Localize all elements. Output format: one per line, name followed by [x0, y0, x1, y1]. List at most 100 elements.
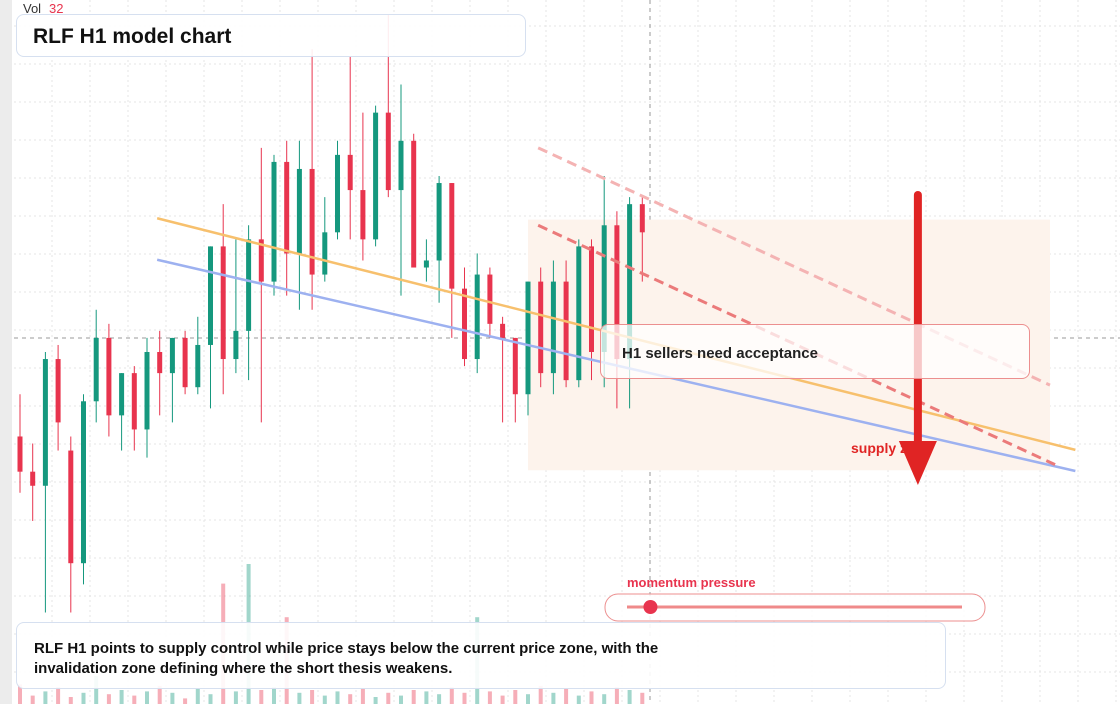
candle-body	[347, 154, 353, 191]
candle-body	[335, 154, 340, 233]
candle-body	[474, 274, 480, 360]
candle-body	[411, 140, 417, 268]
volume-bar	[487, 691, 492, 704]
volume-bar	[56, 687, 61, 704]
volume-bar	[208, 694, 213, 704]
candle-body	[131, 373, 137, 430]
volume-bar	[411, 690, 416, 704]
volume-bar	[386, 692, 391, 704]
volume-bar	[310, 690, 315, 704]
volume-bar	[272, 687, 276, 704]
acceptance-text: H1 sellers need acceptance	[622, 345, 818, 362]
candle-body	[169, 337, 175, 374]
volume-bar	[195, 688, 200, 704]
candle-body	[233, 330, 239, 360]
volume-bar	[399, 695, 403, 704]
volume-bar	[576, 695, 581, 704]
candle-body	[296, 168, 302, 254]
volume-bar	[526, 694, 530, 704]
candle-body	[106, 337, 112, 416]
candle-body	[144, 352, 150, 430]
candle-body	[258, 239, 264, 282]
volume-bar	[183, 698, 188, 704]
candle-body	[182, 337, 188, 388]
candle-body	[639, 204, 645, 233]
candle-body	[487, 274, 493, 324]
candle-body	[17, 436, 23, 472]
volume-bar	[640, 692, 645, 704]
volume-bar	[538, 685, 543, 704]
candle-body	[538, 281, 544, 374]
volume-bar	[437, 694, 442, 704]
candle-body	[81, 401, 86, 564]
candle-body	[309, 168, 315, 275]
volume-bar	[462, 692, 467, 704]
candle-body	[246, 239, 252, 331]
volume-bar	[30, 695, 35, 704]
volume-bar	[627, 690, 632, 704]
volume-bar	[157, 685, 162, 704]
volume-bar	[43, 691, 48, 704]
candle-body	[525, 281, 531, 395]
candle-body	[360, 190, 366, 240]
volume-bar	[348, 694, 353, 704]
volume-bar	[500, 695, 505, 704]
candle-body	[601, 225, 607, 352]
volume-label: Vol	[23, 1, 41, 16]
candle-body	[119, 373, 125, 416]
candle-body	[563, 281, 569, 381]
arrow-head	[898, 441, 937, 486]
volume-bar	[322, 695, 327, 704]
volume-bar	[68, 697, 73, 704]
candle-body	[68, 450, 74, 564]
volume-bar	[170, 692, 175, 704]
volume-bar	[297, 692, 302, 704]
volume-bar	[106, 694, 111, 704]
candle-body	[271, 161, 277, 282]
candle-body	[157, 352, 163, 374]
volume-bar	[119, 690, 124, 704]
chart-title: RLF H1 model chart	[33, 25, 232, 48]
candle-body	[614, 225, 620, 360]
momentum-knob	[643, 600, 658, 614]
volume-bar	[145, 691, 149, 704]
candle-body	[30, 471, 36, 486]
candle-body	[373, 112, 379, 240]
volume-bar	[81, 692, 86, 704]
candle-body	[385, 112, 391, 191]
candle-body	[500, 323, 506, 338]
volume-value: 32	[49, 1, 63, 16]
volume-bar	[360, 688, 365, 704]
title-box: RLF H1 model chart	[16, 14, 526, 57]
summary-box: RLF H1 points to supply control while pr…	[16, 622, 946, 689]
volume-bar	[94, 676, 99, 704]
candle-body	[322, 232, 328, 275]
summary-text: RLF H1 points to supply control while pr…	[34, 640, 659, 677]
acceptance-box: H1 sellers need acceptance	[600, 324, 1030, 379]
candle-body	[55, 359, 61, 423]
volume-bar	[513, 690, 518, 704]
volume-bar	[335, 691, 340, 704]
candle-body	[208, 246, 213, 345]
volume-bar	[259, 690, 264, 704]
candle-body	[93, 337, 99, 402]
candle-body	[550, 281, 556, 374]
volume-bar	[373, 697, 378, 704]
candle-body	[589, 246, 594, 352]
volume-bar	[564, 688, 569, 704]
volume-bar	[449, 687, 454, 704]
candle-body	[462, 288, 467, 360]
volume-bar	[233, 691, 238, 704]
volume-bar	[551, 692, 556, 704]
candle-body	[398, 140, 404, 191]
volume-bar	[614, 687, 619, 704]
candle-body	[220, 246, 226, 360]
volume-bar	[424, 691, 429, 704]
candle-body	[576, 246, 582, 381]
candle-body	[42, 359, 48, 486]
candle-body	[449, 183, 455, 289]
candle-body	[284, 161, 290, 254]
candle-body	[627, 204, 633, 360]
volume-bar	[18, 684, 22, 704]
